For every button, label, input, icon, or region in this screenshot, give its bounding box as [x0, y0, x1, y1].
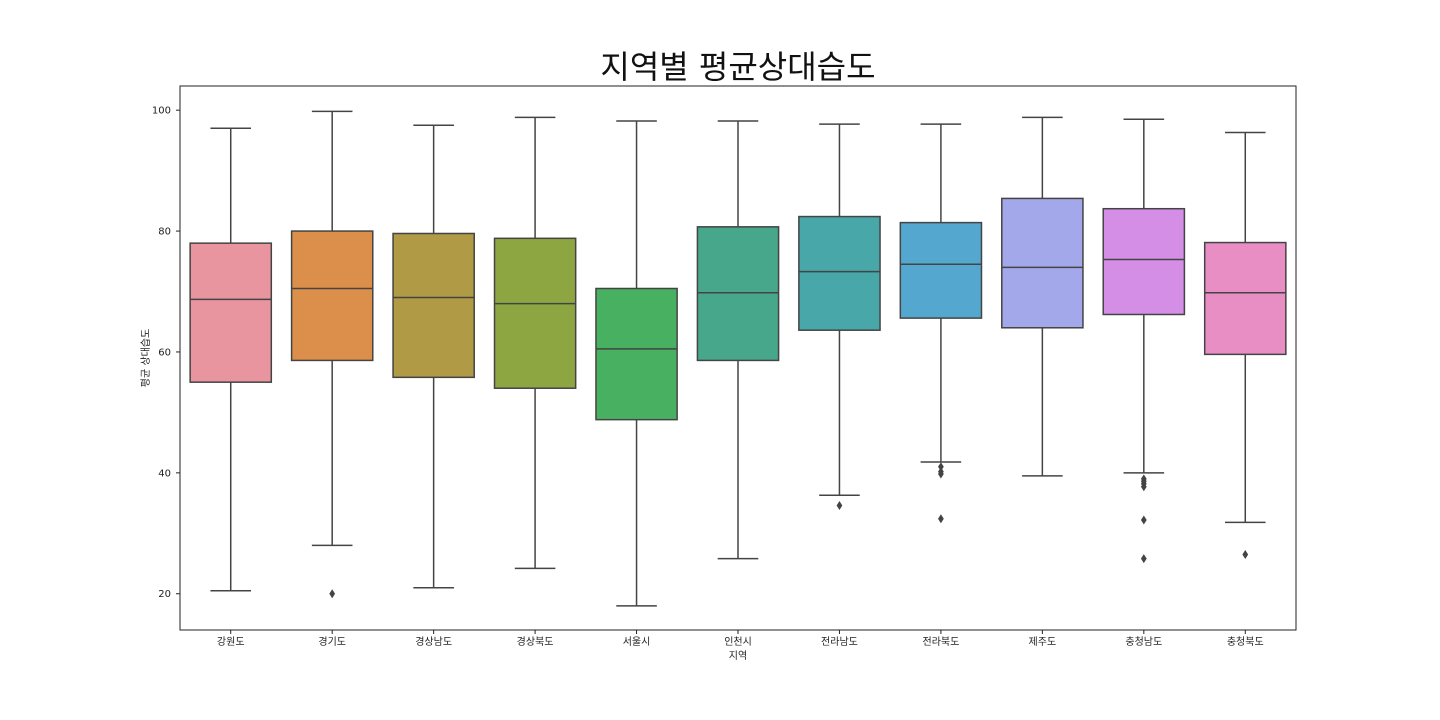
plot-area: 20 40 60 80 100 강원도 경기도 경상남도 경상북도 서울시 인천시 전라남도 전라북도… [152, 85, 1297, 648]
y-tick-label: 100 [152, 106, 171, 117]
box-group [392, 124, 475, 589]
outlier-point [1242, 549, 1249, 559]
y-tick-label: 20 [158, 589, 171, 600]
x-tick-label: 인천시 [724, 636, 752, 648]
y-tick-label: 80 [158, 227, 171, 238]
box-group [899, 123, 983, 524]
outlier-point [1140, 515, 1147, 525]
y-axis: 20 40 60 80 100 [152, 106, 180, 600]
y-axis-label: 평균 상대습도 [140, 329, 152, 387]
outlier-point [1140, 554, 1147, 564]
x-tick-label: 전라북도 [923, 636, 960, 648]
chart-title: 지역별 평균상대습도 [600, 48, 875, 86]
box-group [1001, 116, 1084, 477]
x-tick-label: 충청북도 [1227, 636, 1264, 648]
box-group [696, 120, 780, 560]
box [1001, 197, 1084, 329]
x-tick-label: 전라남도 [821, 636, 858, 648]
box-group [290, 110, 374, 599]
x-tick-label: 강원도 [217, 636, 245, 648]
box-group [1102, 118, 1186, 564]
box [189, 242, 273, 383]
y-tick-label: 60 [158, 347, 171, 358]
box-group [189, 127, 273, 592]
x-tick-label: 경기도 [318, 635, 346, 648]
outlier-point [938, 462, 944, 472]
box [696, 226, 780, 362]
x-axis-label: 지역 [729, 650, 747, 662]
outlier-point [1140, 482, 1147, 492]
x-axis: 강원도 경기도 경상남도 경상북도 서울시 인천시 전라남도 전라북도 제주도 충청남도 충청북도 [217, 630, 1264, 648]
box [798, 215, 881, 331]
box-group [1203, 131, 1287, 559]
box [493, 237, 577, 389]
box-group [798, 123, 881, 510]
box [1102, 207, 1186, 316]
box [899, 221, 983, 319]
box-group [493, 116, 577, 570]
x-tick-label: 제주도 [1029, 636, 1057, 648]
x-tick-label: 서울시 [623, 636, 651, 648]
box [290, 230, 374, 362]
box [595, 287, 678, 421]
outlier-point [836, 500, 843, 510]
outlier-point [938, 469, 944, 479]
x-tick-label: 경상남도 [415, 635, 452, 648]
box-group [595, 120, 678, 607]
x-tick-label: 충청남도 [1125, 636, 1162, 648]
boxes-layer [189, 110, 1287, 607]
box [1203, 241, 1287, 356]
box [392, 232, 475, 379]
outlier-point [329, 589, 336, 599]
y-tick-label: 40 [158, 468, 171, 479]
x-tick-label: 경상북도 [517, 635, 554, 648]
outlier-point [938, 514, 944, 524]
